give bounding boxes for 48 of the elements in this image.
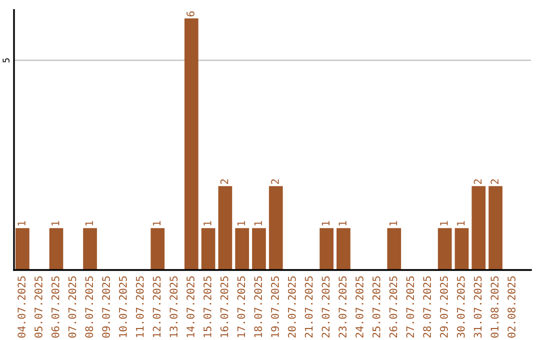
data-label: 1	[204, 221, 212, 226]
x-tick-label: 19.07.2025	[271, 276, 279, 338]
data-label: 2	[474, 179, 482, 184]
x-tick-label: 20.07.2025	[288, 276, 296, 338]
data-label: 2	[271, 179, 279, 184]
data-label: 1	[389, 221, 398, 226]
data-label: 1	[440, 221, 448, 226]
x-tick-label: 10.07.2025	[118, 276, 127, 338]
x-tick-label: 11.07.2025	[136, 276, 144, 338]
x-tick-label: 30.07.2025	[456, 276, 465, 338]
data-label: 2	[220, 179, 228, 184]
x-tick-label: 28.07.2025	[423, 276, 431, 338]
x-tick-label: 17.07.2025	[237, 276, 246, 338]
data-label: 1	[18, 221, 26, 226]
x-tick-label: 01.08.2025	[490, 276, 499, 338]
x-tick-label: 02.08.2025	[508, 276, 516, 338]
x-tick-label: 13.07.2025	[170, 276, 178, 338]
x-tick-label: 14.07.2025	[186, 276, 194, 338]
x-tick-label: 04.07.2025	[18, 276, 26, 338]
x-tick-label: 29.07.2025	[440, 276, 448, 338]
y-tick-label: 5	[2, 58, 10, 62]
x-tick-label: 23.07.2025	[338, 276, 347, 338]
x-tick-label: 26.07.2025	[389, 276, 398, 338]
data-label: 1	[52, 221, 60, 226]
x-tick-label: 06.07.2025	[51, 276, 60, 338]
x-tick-label: 07.07.2025	[68, 276, 76, 338]
x-tick-label: 25.07.2025	[372, 276, 380, 338]
data-label: 1	[85, 221, 93, 226]
x-tick-label: 08.07.2025	[85, 276, 94, 338]
data-label: 1	[152, 221, 161, 226]
x-tick-label: 31.07.2025	[474, 276, 482, 338]
data-label: 1	[237, 221, 245, 226]
x-tick-label: 18.07.2025	[254, 276, 262, 338]
data-label: 1	[457, 221, 465, 226]
x-tick-label: 27.07.2025	[406, 276, 414, 338]
x-tick-label: 05.07.2025	[34, 276, 42, 338]
x-tick-label: 21.07.2025	[304, 276, 313, 338]
data-label: 1	[338, 221, 346, 226]
x-tick-label: 15.07.2025	[203, 276, 212, 338]
x-tick-label: 22.07.2025	[322, 276, 330, 338]
data-label: 2	[490, 179, 498, 184]
data-label: 1	[322, 221, 330, 226]
x-tick-label: 24.07.2025	[356, 276, 364, 338]
x-tick-label: 09.07.2025	[102, 276, 110, 338]
data-label: 1	[254, 221, 262, 226]
x-tick-label: 16.07.2025	[220, 276, 228, 338]
x-tick-label: 12.07.2025	[152, 276, 161, 338]
data-label: 6	[186, 11, 194, 16]
